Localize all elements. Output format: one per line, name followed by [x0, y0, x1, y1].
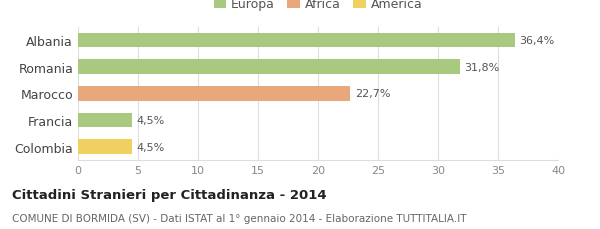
Text: 4,5%: 4,5% — [137, 142, 165, 152]
Bar — [78, 33, 515, 48]
Text: 22,7%: 22,7% — [355, 89, 391, 99]
Bar — [78, 140, 132, 154]
Text: 31,8%: 31,8% — [464, 62, 500, 72]
Text: COMUNE DI BORMIDA (SV) - Dati ISTAT al 1° gennaio 2014 - Elaborazione TUTTITALIA: COMUNE DI BORMIDA (SV) - Dati ISTAT al 1… — [12, 213, 467, 223]
Bar — [78, 113, 132, 128]
Bar — [78, 60, 460, 75]
Legend: Europa, Africa, America: Europa, Africa, America — [209, 0, 427, 16]
Text: 36,4%: 36,4% — [520, 36, 555, 46]
Bar — [78, 87, 350, 101]
Text: 4,5%: 4,5% — [137, 115, 165, 125]
Text: Cittadini Stranieri per Cittadinanza - 2014: Cittadini Stranieri per Cittadinanza - 2… — [12, 188, 326, 201]
